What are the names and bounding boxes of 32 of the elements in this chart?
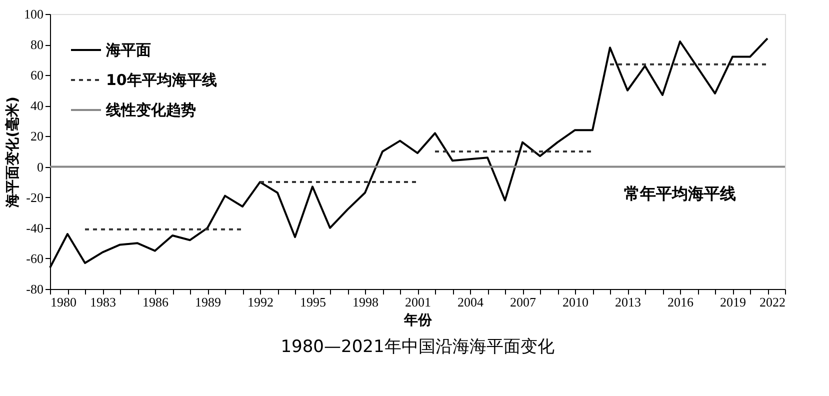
legend-label: 线性变化趋势	[105, 101, 196, 119]
x-tick-label: 1989	[195, 294, 221, 310]
x-axis-title: 年份	[403, 312, 433, 328]
y-tick-label: 60	[30, 68, 44, 83]
y-tick-label: 20	[30, 128, 44, 144]
x-tick-label: 2004	[458, 294, 484, 310]
x-tick-label: 1983	[90, 294, 116, 310]
y-tick-label: -80	[26, 282, 44, 296]
x-tick-label: 1998	[352, 294, 378, 310]
y-tick-label: 80	[30, 37, 44, 52]
x-tick-label: 2010	[562, 294, 588, 310]
x-tick-label: 1986	[142, 294, 169, 310]
y-tick-label: -60	[26, 250, 44, 266]
y-axis-title: 海平面变化(毫米)	[4, 96, 21, 208]
annotation: 常年平均海平线	[624, 184, 736, 203]
x-tick-label: 1980	[50, 294, 76, 310]
y-tick-label: 0	[37, 159, 44, 174]
legend-label: 海平面	[105, 41, 151, 59]
x-tick-label: 2007	[510, 294, 536, 310]
legend-label: 10年平均海平线	[106, 71, 217, 89]
y-tick-label: -40	[26, 220, 44, 236]
text: 1980—2021年中国沿海海平面变化	[280, 337, 554, 357]
y-tick-label: 100	[24, 6, 44, 22]
x-tick-label: 2016	[668, 294, 694, 310]
y-tick-label: 40	[30, 98, 44, 114]
x-tick-label: 1992	[248, 294, 274, 310]
x-tick-label: 1995	[300, 294, 326, 310]
x-tick-label: 2001	[405, 294, 431, 310]
y-tick-label: -20	[26, 190, 44, 205]
x-tick-label: 2019	[720, 294, 746, 310]
x-tick-label: 2022	[760, 294, 786, 310]
x-tick-label: 2013	[615, 294, 641, 310]
